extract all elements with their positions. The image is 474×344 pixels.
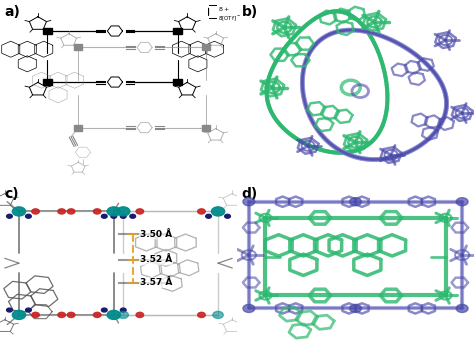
- Text: $8+$: $8+$: [218, 6, 230, 13]
- Circle shape: [198, 312, 205, 318]
- Circle shape: [120, 214, 126, 218]
- Bar: [173, 79, 182, 85]
- Circle shape: [198, 209, 205, 214]
- Circle shape: [7, 308, 12, 312]
- Bar: [43, 79, 52, 85]
- Bar: [74, 125, 82, 130]
- Circle shape: [456, 198, 468, 206]
- Circle shape: [93, 312, 101, 318]
- Circle shape: [111, 214, 117, 218]
- Circle shape: [67, 312, 75, 318]
- Circle shape: [117, 207, 130, 216]
- Circle shape: [7, 214, 12, 218]
- Circle shape: [12, 310, 26, 320]
- Circle shape: [107, 310, 120, 320]
- Bar: [202, 44, 210, 50]
- Circle shape: [213, 311, 223, 319]
- Circle shape: [101, 308, 107, 312]
- Circle shape: [101, 214, 107, 218]
- Circle shape: [67, 209, 75, 214]
- Text: a): a): [5, 6, 20, 20]
- Circle shape: [12, 207, 26, 216]
- Circle shape: [349, 304, 361, 312]
- Circle shape: [118, 311, 128, 319]
- Circle shape: [349, 198, 361, 206]
- Circle shape: [26, 308, 31, 312]
- Text: 3.52 Å: 3.52 Å: [140, 256, 172, 265]
- Bar: [74, 44, 82, 50]
- Circle shape: [26, 214, 31, 218]
- Circle shape: [206, 214, 211, 218]
- Circle shape: [243, 198, 255, 206]
- Circle shape: [107, 207, 120, 216]
- Text: b): b): [242, 6, 258, 20]
- Circle shape: [136, 209, 144, 214]
- Circle shape: [93, 209, 101, 214]
- Circle shape: [456, 304, 468, 312]
- Circle shape: [130, 214, 136, 218]
- Circle shape: [120, 308, 126, 312]
- Text: 3.57 Å: 3.57 Å: [140, 278, 172, 287]
- Circle shape: [32, 312, 39, 318]
- Bar: [173, 28, 182, 34]
- Circle shape: [243, 304, 255, 312]
- Circle shape: [58, 209, 65, 214]
- Circle shape: [211, 207, 225, 216]
- Circle shape: [225, 214, 230, 218]
- Bar: [202, 125, 210, 130]
- Text: c): c): [5, 187, 19, 201]
- Circle shape: [58, 312, 65, 318]
- Circle shape: [32, 209, 39, 214]
- Bar: [43, 28, 52, 34]
- Circle shape: [136, 312, 144, 318]
- Text: 3.50 Å: 3.50 Å: [140, 229, 172, 238]
- Text: d): d): [242, 187, 258, 201]
- Text: 8[OTf]$^-$: 8[OTf]$^-$: [218, 14, 241, 23]
